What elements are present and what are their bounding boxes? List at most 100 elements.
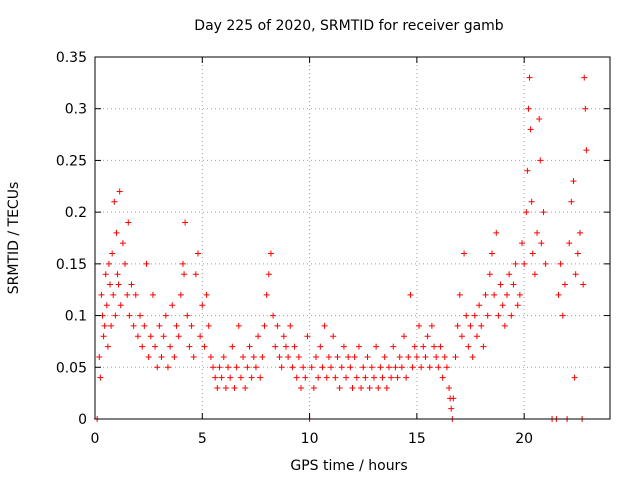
data-point [482, 291, 489, 298]
data-point [304, 333, 311, 340]
data-point [360, 364, 367, 371]
data-point [536, 116, 543, 123]
data-point [298, 384, 304, 391]
data-point [317, 343, 324, 350]
data-point [250, 353, 257, 360]
data-point [175, 333, 182, 340]
data-point [205, 322, 212, 329]
data-point [102, 271, 109, 278]
data-point [385, 364, 392, 371]
data-point [126, 312, 133, 319]
data-point [476, 302, 483, 309]
data-point [184, 312, 191, 319]
data-point [216, 364, 223, 371]
data-point [413, 353, 420, 360]
y-tick-label: 0 [78, 412, 87, 428]
data-point [109, 250, 116, 257]
data-point [407, 291, 414, 298]
data-point [454, 322, 461, 329]
data-point [424, 333, 431, 340]
data-point [98, 291, 105, 298]
data-point [308, 364, 315, 371]
data-point [347, 364, 354, 371]
data-point [280, 333, 287, 340]
data-point [525, 105, 532, 112]
data-point [469, 353, 476, 360]
data-point [186, 343, 193, 350]
data-point [571, 374, 578, 381]
data-point [529, 250, 536, 257]
data-point [381, 353, 388, 360]
data-point [448, 405, 455, 412]
data-point [289, 364, 296, 371]
data-point [377, 364, 384, 371]
data-point [497, 281, 504, 288]
data-point [313, 353, 320, 360]
data-point [248, 374, 255, 381]
data-point [227, 374, 234, 381]
data-point [188, 322, 195, 329]
data-point [555, 291, 562, 298]
data-point [583, 147, 590, 154]
data-point [495, 312, 502, 319]
data-point [340, 343, 347, 350]
data-point [160, 333, 167, 340]
data-point [190, 353, 197, 360]
data-point [405, 353, 412, 360]
data-point [484, 312, 491, 319]
data-point [274, 322, 281, 329]
points-layer [94, 74, 590, 422]
data-point [542, 260, 549, 267]
data-point [246, 343, 253, 350]
data-point [439, 374, 446, 381]
data-point [531, 271, 538, 278]
data-point [537, 157, 544, 164]
data-point [261, 322, 268, 329]
data-point [125, 219, 132, 226]
data-point [114, 271, 121, 278]
data-point [557, 260, 564, 267]
data-point [534, 229, 541, 236]
data-point [207, 353, 214, 360]
y-tick-label: 0.35 [56, 50, 87, 66]
data-point [366, 384, 373, 391]
data-point [443, 364, 450, 371]
data-point [270, 312, 277, 319]
data-point [134, 333, 141, 340]
data-point [182, 219, 189, 226]
data-point [336, 384, 343, 391]
data-point [104, 343, 111, 350]
data-point [394, 374, 401, 381]
data-point [282, 343, 289, 350]
data-point [263, 291, 270, 298]
data-point [225, 364, 232, 371]
data-point [580, 281, 587, 288]
data-point [323, 374, 330, 381]
data-point [177, 291, 184, 298]
data-point [203, 291, 210, 298]
data-point [524, 167, 531, 174]
data-point [501, 322, 508, 329]
data-point [257, 374, 264, 381]
data-point [173, 322, 180, 329]
data-point [450, 395, 457, 402]
data-point [212, 374, 219, 381]
y-tick-label: 0.25 [56, 153, 87, 169]
data-point [512, 260, 519, 267]
data-point [139, 343, 146, 350]
data-point [463, 312, 470, 319]
data-point [368, 364, 375, 371]
y-tick-label: 0.15 [56, 257, 87, 273]
data-point [240, 353, 247, 360]
data-point [128, 281, 135, 288]
plot-frame [94, 56, 611, 420]
data-point [364, 353, 371, 360]
data-point [96, 353, 103, 360]
data-point [465, 343, 472, 350]
data-point [149, 291, 156, 298]
data-point [162, 312, 169, 319]
data-point [147, 333, 154, 340]
y-tick-label: 0.2 [65, 205, 87, 221]
data-point [504, 291, 510, 298]
x-tick-label: 5 [198, 431, 207, 447]
